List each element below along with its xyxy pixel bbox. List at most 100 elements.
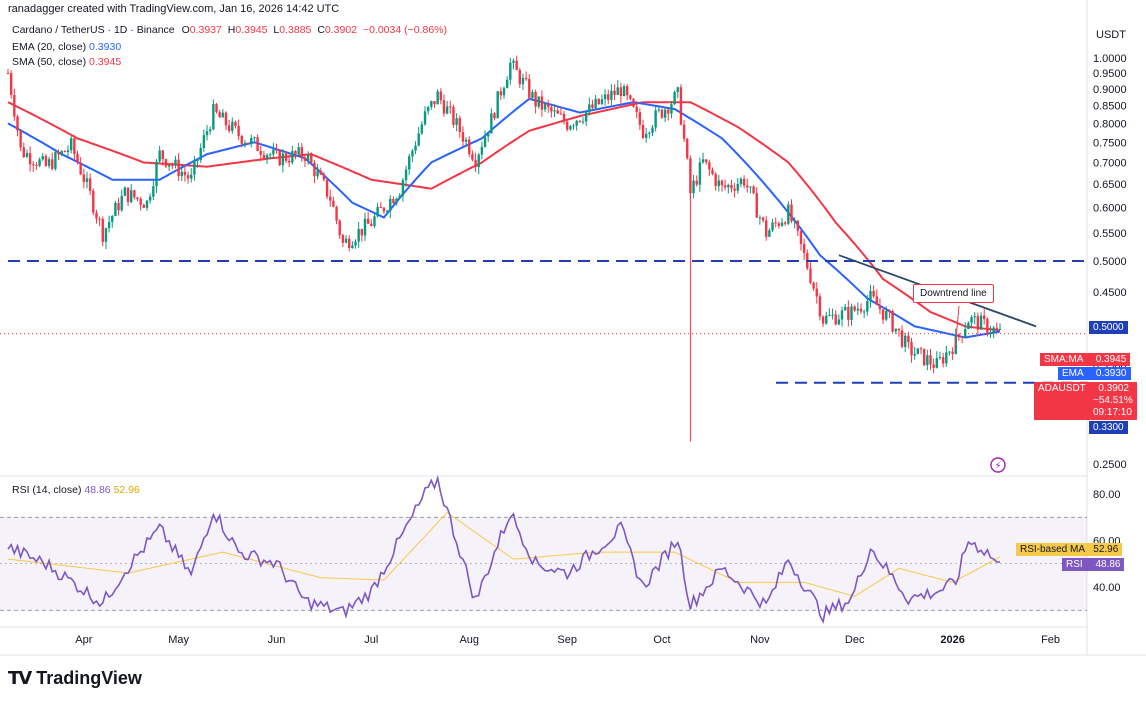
candle-body	[256, 137, 259, 152]
candle-body	[306, 155, 310, 161]
candle-body	[104, 228, 108, 242]
downtrend-callout[interactable]: Downtrend line	[913, 284, 994, 303]
candle-body	[16, 116, 19, 131]
downtrend-callout-pointer	[954, 305, 960, 351]
rsi-legend-label: RSI (14, close)	[12, 484, 82, 496]
candle-body	[638, 112, 642, 125]
rsi-tag: RSI 48.86	[1062, 558, 1125, 571]
candle-body	[180, 171, 183, 176]
candle-body	[701, 159, 705, 163]
candle-body	[556, 110, 559, 114]
candle-body	[310, 155, 313, 163]
candle-body	[468, 139, 471, 155]
candle-body	[840, 310, 844, 320]
price-tick-label: 0.9000	[1093, 84, 1127, 96]
candle-body	[291, 150, 294, 163]
candle-body	[38, 159, 41, 166]
candle-body	[234, 121, 237, 126]
candle-body	[964, 329, 967, 338]
month-tick-label: Oct	[653, 634, 670, 646]
lightning-icon[interactable]: ⚡	[995, 461, 1002, 472]
candle-body	[502, 88, 506, 96]
candle-body	[107, 221, 111, 229]
tradingview-logo-icon: 𝗧𝗩	[8, 668, 32, 688]
ema-price-tag: EMA 0.3930	[1058, 367, 1131, 380]
candle-body	[370, 223, 373, 226]
candle-body	[992, 327, 995, 333]
candle-body	[670, 104, 673, 114]
rsi-legend[interactable]: RSI (14, close) 48.86 52.96	[12, 484, 140, 496]
candle-body	[319, 170, 322, 175]
close-value: 0.3902	[324, 24, 358, 36]
candle-body	[524, 77, 528, 80]
candle-body	[215, 104, 218, 113]
candle-body	[9, 73, 13, 96]
candle-body	[452, 106, 455, 125]
candle-body	[246, 142, 250, 144]
candle-body	[635, 106, 638, 113]
candle-body	[515, 60, 518, 71]
sma-legend[interactable]: SMA (50, close) 0.3945	[12, 56, 121, 68]
candle-body	[32, 164, 35, 166]
tradingview-logo[interactable]: 𝗧𝗩 TradingView	[8, 668, 142, 689]
sma-price-tag: SMA:MA 0.3945	[1040, 353, 1131, 366]
candle-body	[6, 73, 10, 75]
candle-body	[332, 200, 335, 207]
candle-body	[787, 204, 790, 224]
candle-body	[193, 160, 196, 175]
candle-body	[382, 207, 386, 212]
candle-body	[922, 348, 926, 366]
candle-body	[919, 348, 923, 350]
candle-body	[174, 159, 177, 166]
lightning-icon-bg[interactable]	[990, 457, 1006, 473]
high-value: 0.3945	[235, 24, 268, 36]
price-tick-label: 0.6000	[1093, 203, 1127, 215]
candle-body	[979, 315, 983, 330]
candle-body	[51, 159, 54, 169]
candle-body	[815, 288, 818, 297]
month-tick-label: Dec	[845, 634, 865, 646]
candle-body	[717, 180, 721, 187]
candle-body	[929, 355, 932, 365]
month-tick-label: May	[168, 634, 189, 646]
month-tick-label: Feb	[1041, 634, 1060, 646]
candle-body	[629, 95, 632, 99]
symbol-legend[interactable]: Cardano / TetherUS · 1D · Binance O0.393…	[12, 24, 447, 36]
candle-body	[720, 180, 724, 186]
candle-body	[900, 330, 904, 347]
candle-body	[723, 185, 727, 188]
candle-body	[742, 178, 746, 186]
ema-legend[interactable]: EMA (20, close) 0.3930	[12, 41, 121, 53]
candle-body	[521, 77, 525, 85]
chart-header: ranadagger created with TradingView.com,…	[8, 3, 340, 15]
candle-body	[960, 336, 964, 338]
candle-body	[550, 106, 553, 112]
candle-body	[158, 150, 161, 162]
candle-body	[205, 131, 209, 136]
candle-body	[237, 125, 240, 137]
candle-body	[821, 316, 825, 324]
candle-body	[265, 154, 269, 159]
candle-body	[897, 328, 901, 331]
candle-body	[986, 318, 989, 333]
candle-body	[483, 136, 487, 147]
candle-body	[528, 79, 531, 98]
candle-body	[610, 90, 613, 100]
candle-body	[269, 154, 272, 156]
candle-body	[404, 169, 408, 181]
candle-body	[401, 180, 405, 196]
candle-body	[881, 309, 885, 320]
rsi-band	[0, 516, 1087, 611]
rsi-ma-legend-value: 52.96	[113, 484, 140, 496]
candle-body	[152, 186, 155, 197]
candle-body	[998, 328, 1002, 330]
price-tick-label: 0.5000	[1093, 256, 1127, 268]
candle-body	[569, 126, 572, 130]
candle-body	[57, 152, 60, 155]
candle-body	[98, 218, 101, 220]
candle-body	[136, 197, 139, 199]
candle-body	[970, 317, 973, 323]
candle-body	[123, 187, 127, 196]
candle-body	[338, 220, 341, 236]
